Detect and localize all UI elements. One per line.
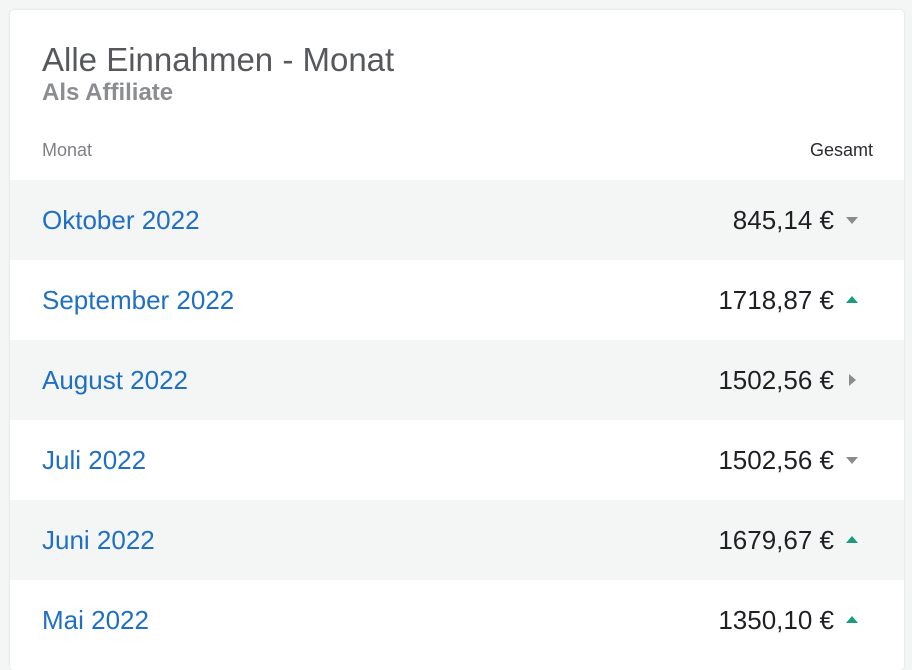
row-amount: 1502,56 € [718,444,834,475]
table-row: August 2022 1502,56 € [10,340,904,420]
month-link[interactable]: Oktober 2022 [42,204,200,235]
card-subtitle: Als Affiliate [42,79,174,106]
table-row: Mai 2022 1350,10 € [10,580,904,660]
caret-down-icon [842,210,862,230]
column-header-total: Gesamt [809,139,873,160]
row-amount: 1502,56 € [718,364,834,395]
card-title: Alle Einnahmen - Monat [42,41,395,78]
caret-up-icon [842,610,862,630]
month-link[interactable]: Mai 2022 [42,604,149,635]
caret-down-icon [842,450,862,470]
row-value: 1502,56 € [718,365,862,396]
row-value: 1350,10 € [718,605,862,636]
row-amount: 1718,87 € [718,284,834,315]
caret-right-icon [842,370,862,390]
month-link[interactable]: Juli 2022 [42,444,147,475]
earnings-table: Oktober 2022 845,14 € September 2022 171… [10,180,904,660]
row-amount: 1679,67 € [718,524,834,555]
card-header: Alle Einnahmen - Monat Als Affiliate [10,10,904,120]
month-link[interactable]: September 2022 [42,284,235,315]
month-link[interactable]: Juni 2022 [42,524,155,555]
row-value: 845,14 € [733,205,862,236]
column-header-month: Monat [42,139,93,160]
row-value: 1718,87 € [718,285,862,316]
caret-up-icon [842,530,862,550]
earnings-card: Alle Einnahmen - Monat Als Affiliate Mon… [10,10,904,670]
month-link[interactable]: August 2022 [42,364,189,395]
table-row: Juni 2022 1679,67 € [10,500,904,580]
row-amount: 845,14 € [732,204,834,235]
row-value: 1502,56 € [718,445,862,476]
caret-up-icon [842,290,862,310]
row-value: 1679,67 € [718,525,862,556]
table-header: Monat Gesamt [10,120,904,180]
table-row: Juli 2022 1502,56 € [10,420,904,500]
table-row: Oktober 2022 845,14 € [10,180,904,260]
row-amount: 1350,10 € [718,604,834,635]
table-row: September 2022 1718,87 € [10,260,904,340]
